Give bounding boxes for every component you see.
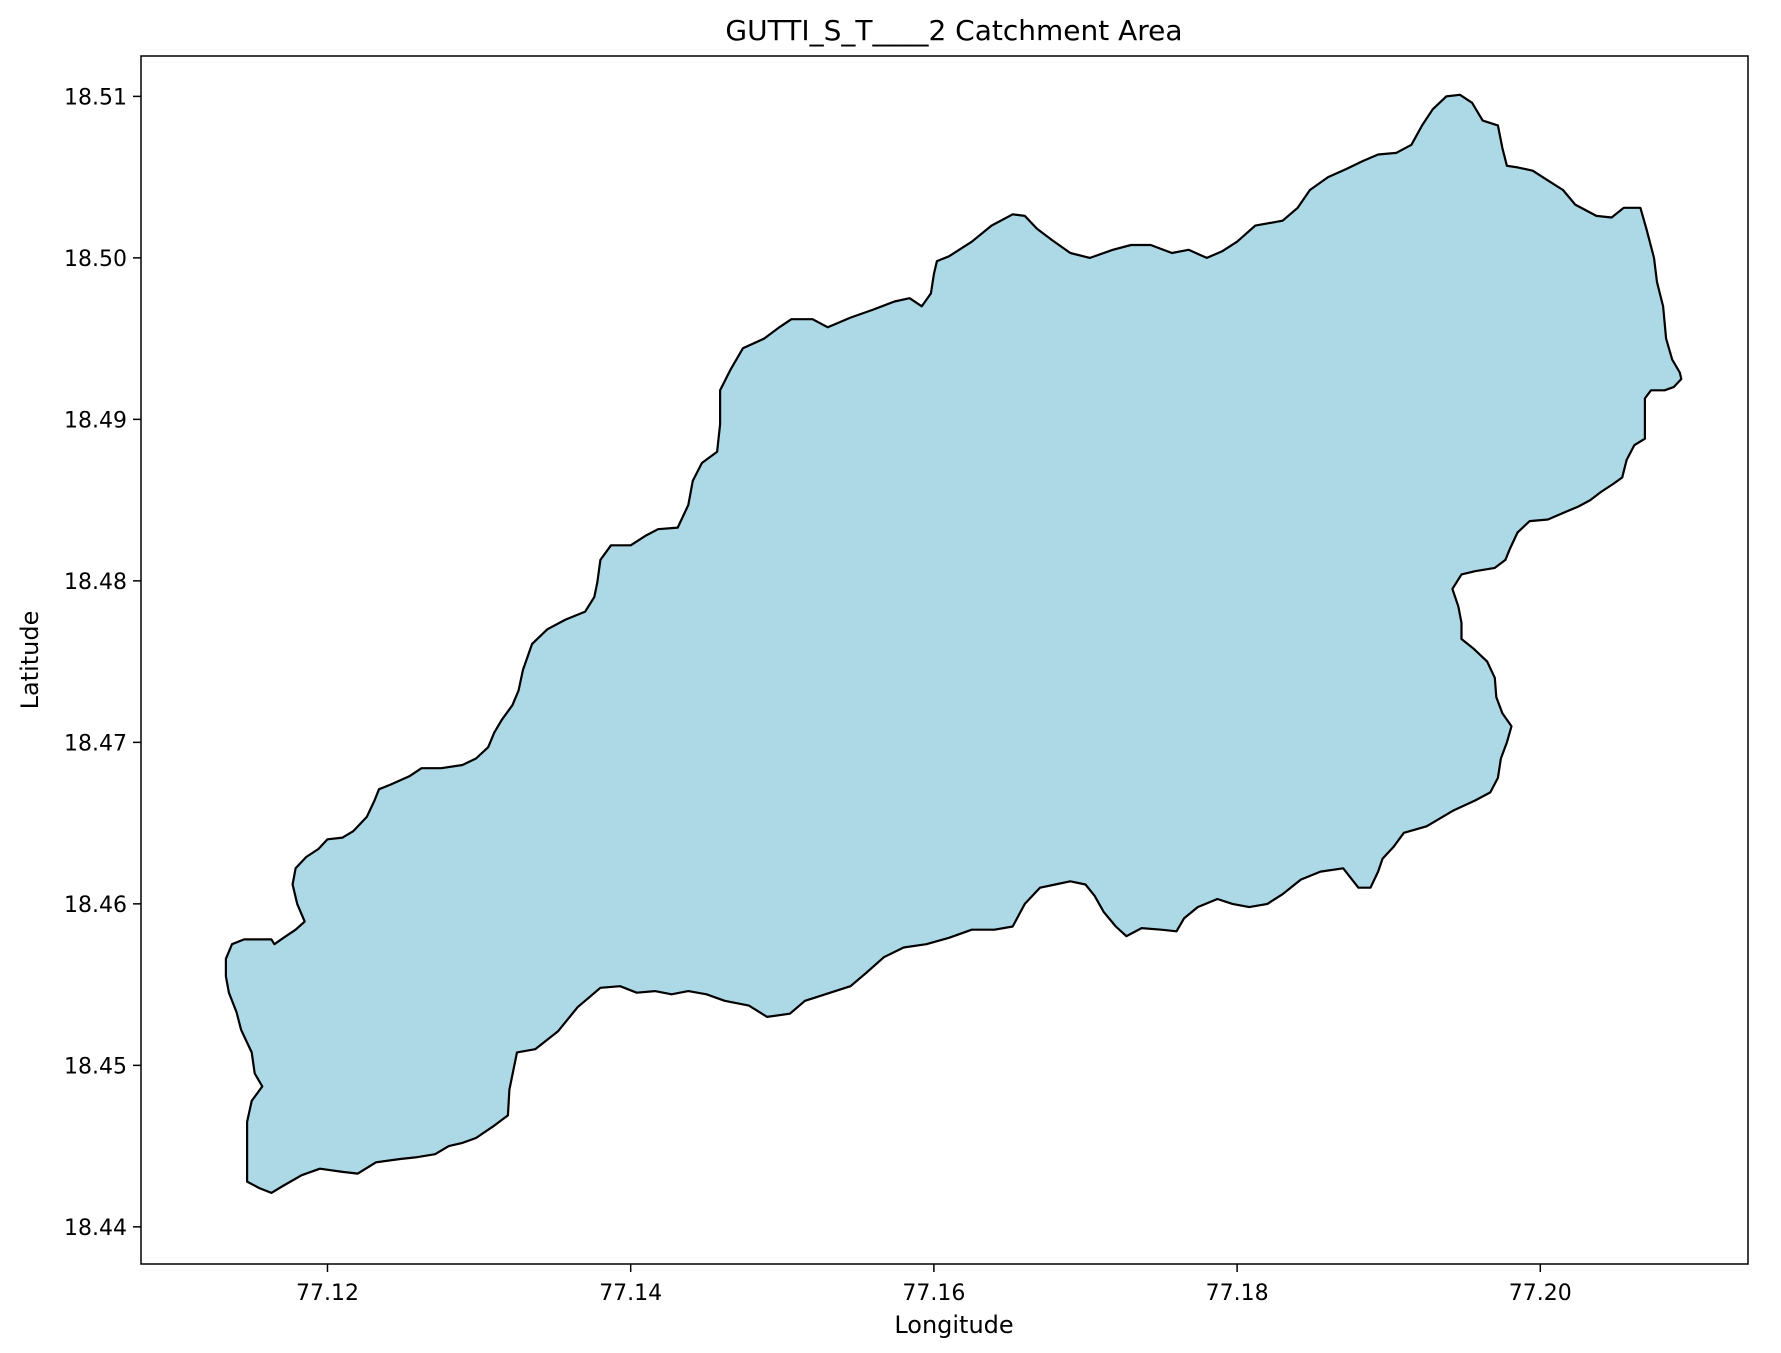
y-tick-label: 18.44 bbox=[64, 1216, 127, 1241]
x-tick-label: 77.12 bbox=[296, 1281, 359, 1306]
x-axis-label: Longitude bbox=[894, 1311, 1013, 1339]
y-tick-label: 18.46 bbox=[64, 893, 127, 918]
x-tick-label: 77.14 bbox=[599, 1281, 662, 1306]
x-axis-ticks: 77.12 77.14 77.16 77.18 77.20 bbox=[296, 1264, 1572, 1306]
y-tick-label: 18.48 bbox=[64, 570, 127, 595]
plot-area bbox=[140, 55, 1749, 1265]
y-tick-label: 18.47 bbox=[64, 731, 127, 756]
catchment-polygon bbox=[224, 93, 1683, 1194]
y-tick-label: 18.45 bbox=[64, 1054, 127, 1079]
y-axis-ticks: 18.44 18.45 18.46 18.47 18.48 18.49 18.50 18.51 bbox=[64, 85, 141, 1241]
y-tick-label: 18.49 bbox=[64, 408, 127, 433]
x-tick-label: 77.20 bbox=[1509, 1281, 1572, 1306]
x-tick-label: 77.16 bbox=[902, 1281, 965, 1306]
y-axis-label: Latitude bbox=[16, 611, 44, 710]
x-tick-label: 77.18 bbox=[1206, 1281, 1269, 1306]
chart-title: GUTTI_S_T____2 Catchment Area bbox=[725, 14, 1182, 47]
axes-frame bbox=[140, 55, 1749, 1265]
y-tick-label: 18.50 bbox=[64, 247, 127, 272]
y-tick-label: 18.51 bbox=[64, 85, 127, 110]
